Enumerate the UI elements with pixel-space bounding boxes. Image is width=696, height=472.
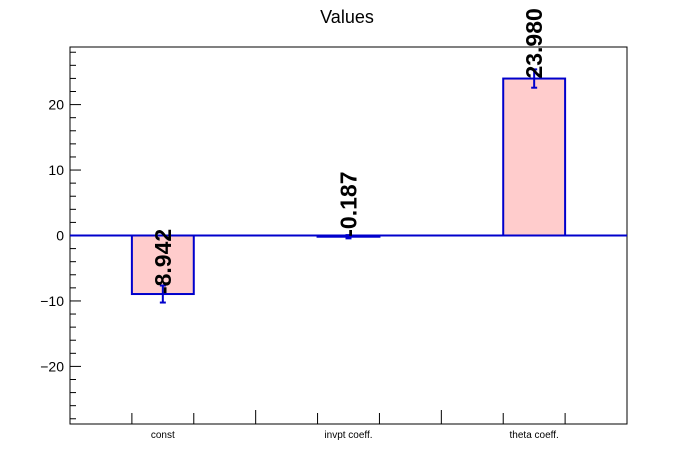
data-label: -0.187 — [336, 172, 362, 237]
y-tick-label: 0 — [56, 228, 64, 244]
y-axis: −20 −10 0 10 20 — [40, 51, 81, 420]
x-axis: const invpt coeff. theta coeff. — [131, 410, 566, 441]
bars — [130, 77, 567, 296]
y-tick-label: −10 — [40, 293, 64, 309]
data-label: 23.980 — [521, 8, 547, 78]
error-bars — [159, 68, 538, 304]
y-tick-label: 20 — [48, 97, 64, 113]
x-category-label: theta coeff. — [510, 430, 559, 441]
bar — [502, 77, 567, 237]
y-tick-label: 10 — [48, 162, 64, 178]
x-category-label: const — [151, 430, 175, 441]
x-category-label: invpt coeff. — [324, 430, 372, 441]
y-tick-label: −20 — [40, 358, 64, 374]
data-label: -8.942 — [150, 229, 176, 294]
chart-title: Values — [320, 7, 374, 27]
data-labels: -8.942 -0.187 23.980 — [150, 8, 547, 294]
